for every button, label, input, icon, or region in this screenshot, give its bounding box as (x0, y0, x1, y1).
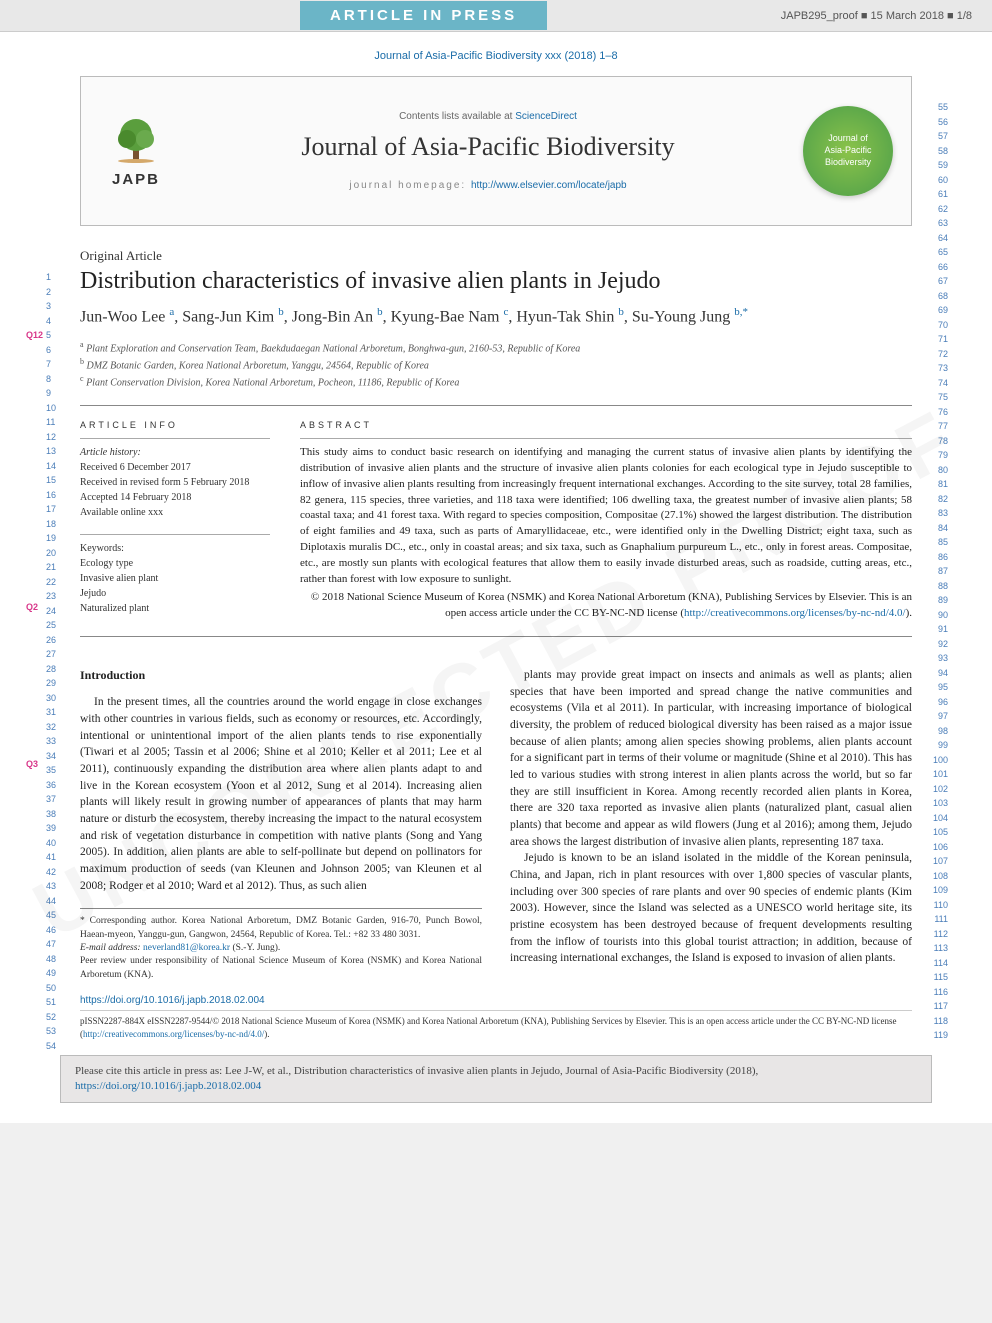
authors: Jun-Woo Lee a, Sang-Jun Kim b, Jong-Bin … (80, 305, 912, 329)
affiliations: a Plant Exploration and Conservation Tea… (80, 339, 912, 391)
page: ARTICLE IN PRESS JAPB295_proof ■ 15 Marc… (0, 0, 992, 1123)
citation-doi-link[interactable]: https://doi.org/10.1016/j.japb.2018.02.0… (75, 1080, 261, 1092)
proof-info: JAPB295_proof ■ 15 March 2018 ■ 1/8 (781, 10, 972, 22)
corresponding-author: * Corresponding author. Korea National A… (80, 915, 482, 942)
tree-icon (111, 115, 161, 165)
email-line: E-mail address: neverland81@korea.kr (S.… (80, 942, 482, 955)
issn-line: pISSN2287-884X eISSN2287-9544/© 2018 Nat… (80, 1010, 912, 1040)
cc-license-link[interactable]: http://creativecommons.org/licenses/by-n… (684, 607, 906, 619)
q12-marker: Q12 (26, 330, 43, 340)
body-paragraph: Jejudo is known to be an island isolated… (510, 850, 912, 967)
article-history: Article history: Received 6 December 201… (80, 438, 270, 520)
article-info-heading: ARTICLE INFO (80, 420, 270, 430)
divider (80, 636, 912, 637)
q2-marker: Q2 (26, 601, 38, 615)
abstract-text: This study aims to conduct basic researc… (300, 438, 912, 588)
homepage-link[interactable]: http://www.elsevier.com/locate/japb (471, 180, 627, 191)
line-numbers-right: 5556575859606162636465666768697071727374… (933, 100, 948, 1043)
running-head: Journal of Asia-Pacific Biodiversity xxx… (0, 50, 992, 62)
article-in-press-banner: ARTICLE IN PRESS (300, 1, 547, 30)
intro-paragraph: In the present times, all the countries … (80, 694, 482, 894)
japb-logo: JAPB (99, 101, 173, 201)
column-left: Introduction Q3 In the present times, al… (80, 667, 482, 1008)
email-link[interactable]: neverland81@korea.kr (143, 943, 230, 953)
body-columns: Introduction Q3 In the present times, al… (80, 667, 912, 1008)
top-banner: ARTICLE IN PRESS JAPB295_proof ■ 15 Marc… (0, 0, 992, 32)
journal-center: Contents lists available at ScienceDirec… (173, 111, 803, 191)
japb-logo-label: JAPB (112, 171, 160, 188)
article-type: Original Article (80, 248, 912, 264)
peer-review-note: Peer review under responsibility of Nati… (80, 955, 482, 982)
abstract-heading: ABSTRACT (300, 420, 912, 430)
abstract-copyright: © 2018 National Science Museum of Korea … (300, 590, 912, 622)
abstract: ABSTRACT This study aims to conduct basi… (300, 420, 912, 622)
journal-badge: Journal of Asia-Pacific Biodiversity (803, 106, 893, 196)
line-numbers-left: 1234567891011121314151617181920212223242… (46, 270, 56, 1053)
doi-link: https://doi.org/10.1016/j.japb.2018.02.0… (80, 994, 482, 1009)
q3-marker: Q3 (26, 758, 38, 771)
info-abstract-row: ARTICLE INFO Article history: Received 6… (80, 420, 912, 622)
sciencedirect-link[interactable]: ScienceDirect (515, 111, 577, 122)
contents-lists: Contents lists available at ScienceDirec… (173, 111, 803, 122)
divider (80, 405, 912, 406)
intro-heading: Introduction (80, 667, 482, 684)
citation-box: Please cite this article in press as: Le… (60, 1055, 932, 1104)
content-area: 1234567891011121314151617181920212223242… (80, 248, 912, 1041)
column-right: plants may provide great impact on insec… (510, 667, 912, 1008)
article-info: ARTICLE INFO Article history: Received 6… (80, 420, 270, 622)
footnotes: * Corresponding author. Korea National A… (80, 908, 482, 981)
doi-url[interactable]: https://doi.org/10.1016/j.japb.2018.02.0… (80, 995, 265, 1006)
body-paragraph: plants may provide great impact on insec… (510, 667, 912, 850)
issn-cc-link[interactable]: http://creativecommons.org/licenses/by-n… (83, 1029, 264, 1039)
keywords: Keywords: Ecology type Invasive alien pl… (80, 534, 270, 616)
journal-title: Journal of Asia-Pacific Biodiversity (173, 132, 803, 162)
journal-header: JAPB Contents lists available at Science… (80, 76, 912, 226)
journal-homepage: journal homepage: http://www.elsevier.co… (173, 180, 803, 191)
article-title: Distribution characteristics of invasive… (80, 268, 912, 295)
